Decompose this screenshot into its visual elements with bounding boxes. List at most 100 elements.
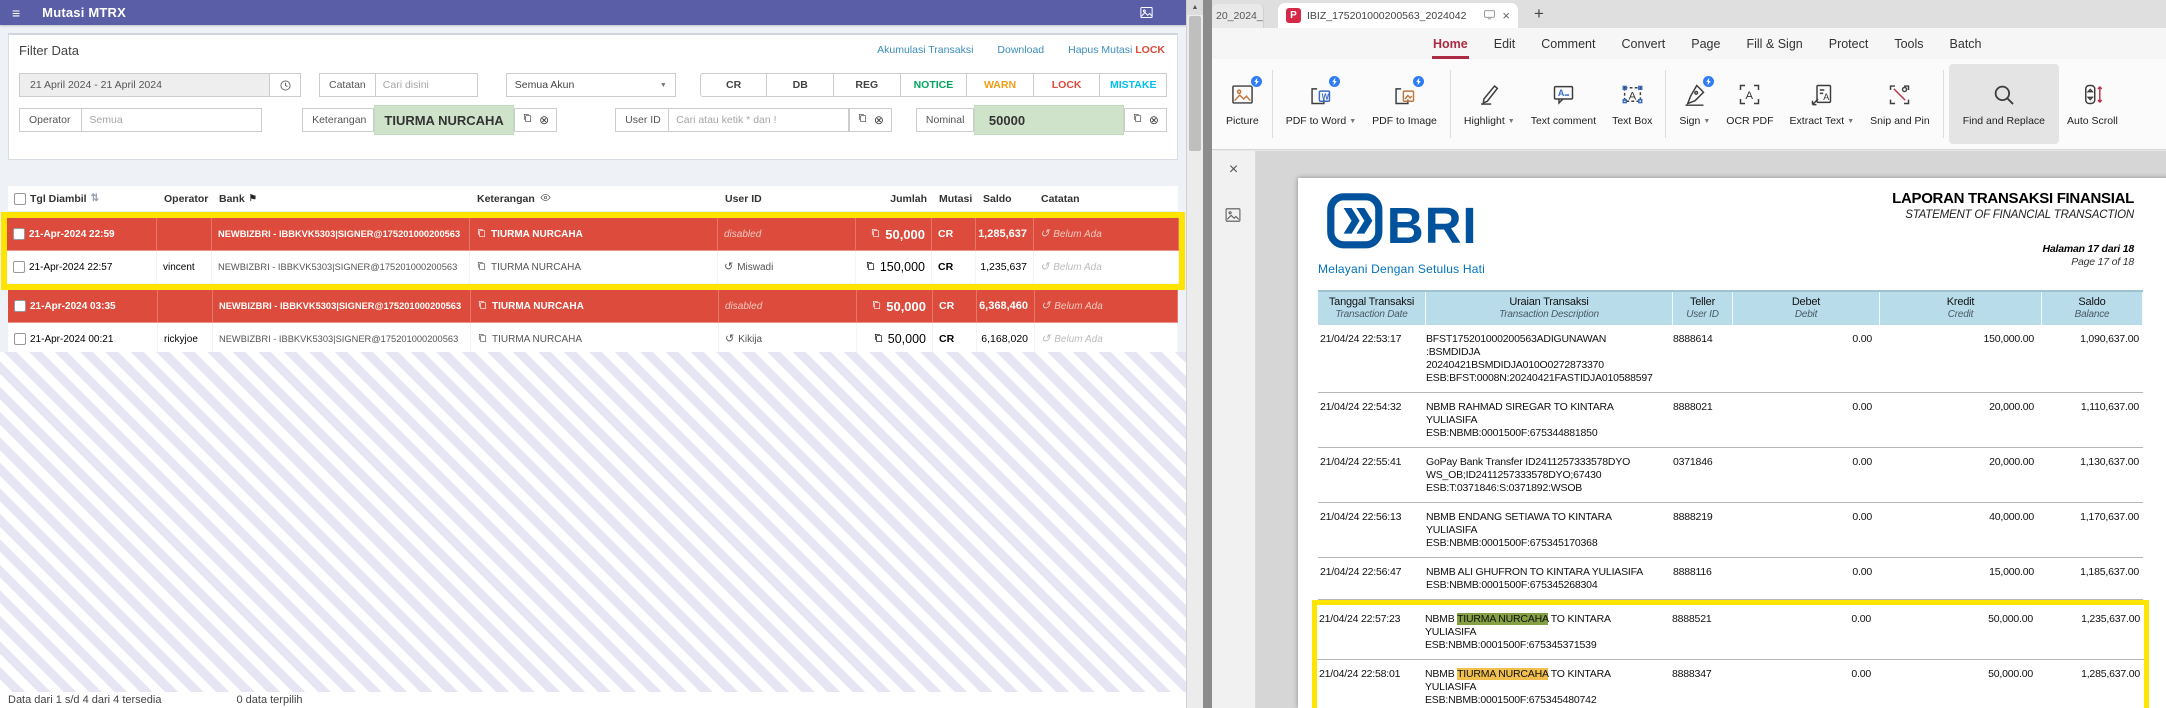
scrollbar-thumb[interactable] — [1189, 16, 1201, 151]
menu-tab[interactable]: Fill & Sign — [1746, 36, 1803, 51]
eye-icon[interactable] — [539, 192, 552, 206]
copy-icon[interactable] — [873, 332, 884, 347]
copy-icon[interactable] — [477, 332, 488, 347]
menu-tab[interactable]: Tools — [1894, 36, 1924, 51]
row-checkbox[interactable] — [13, 261, 25, 273]
pdf-col-header: Debet Debit — [1733, 292, 1880, 325]
clock-icon[interactable] — [269, 73, 301, 97]
menu-tab[interactable]: Home — [1420, 28, 1481, 59]
col-user-id[interactable]: User ID — [725, 192, 762, 205]
extract-text-button[interactable]: A Extract Text ▼ — [1782, 64, 1863, 144]
browser-scrollbar[interactable]: ▲ — [1186, 0, 1203, 708]
search-hit-highlight: TIURMA NURCAHA — [1457, 613, 1549, 625]
operator-input[interactable] — [82, 108, 263, 132]
pdf-to-image-button[interactable]: PDF to Image — [1364, 64, 1445, 144]
undo-icon[interactable]: ↺ — [1040, 260, 1050, 273]
row-checkbox[interactable] — [13, 228, 25, 240]
menu-tab[interactable]: Convert — [1621, 36, 1666, 51]
monitor-icon[interactable] — [1483, 7, 1496, 25]
col-keterangan[interactable]: Keterangan — [477, 192, 535, 205]
clear-icon[interactable]: ⊗ — [539, 113, 550, 127]
copy-icon[interactable] — [476, 227, 487, 242]
col-mutasi[interactable]: Mutasi — [939, 192, 973, 205]
copy-icon[interactable] — [871, 299, 882, 314]
find-and-replace-button[interactable]: Find and Replace — [1948, 64, 2060, 144]
table-row[interactable]: 21-Apr-2024 22:57 vincent NEWBIZBRI - IB… — [7, 251, 1179, 284]
row-checkbox[interactable] — [14, 300, 26, 312]
undo-icon[interactable]: ↺ — [724, 260, 734, 273]
col-jumlah[interactable]: Jumlah — [890, 192, 927, 205]
pdf-table-row: 21/04/24 22:55:41 GoPay Bank Transfer ID… — [1318, 448, 2143, 503]
table-row[interactable]: 21-Apr-2024 00:21 rickyjoe NEWBIZBRI - I… — [8, 323, 1178, 356]
type-filter-button[interactable]: MISTAKE — [1100, 73, 1168, 97]
menu-tab[interactable]: Batch — [1949, 36, 1982, 51]
toolbar-separator — [1665, 70, 1667, 138]
sort-icon[interactable]: ⇅ — [90, 193, 99, 204]
type-filter-button[interactable]: WARN — [967, 73, 1034, 97]
menu-tab[interactable]: Protect — [1828, 36, 1869, 51]
col-bank[interactable]: Bank — [219, 192, 245, 205]
text-comment-button[interactable]: A Text comment — [1523, 64, 1604, 144]
undo-icon[interactable]: ↺ — [1040, 227, 1050, 240]
menu-tab[interactable]: Comment — [1541, 36, 1596, 51]
undo-icon[interactable]: ↺ — [1041, 332, 1051, 345]
nominal-input[interactable] — [973, 105, 1124, 135]
type-filter-button[interactable]: NOTICE — [900, 73, 968, 97]
akumulasi-transaksi-link[interactable]: Akumulasi Transaksi — [877, 44, 974, 56]
catatan-input[interactable] — [375, 73, 478, 97]
highlight-button[interactable]: Highlight ▼ — [1456, 64, 1523, 144]
copy-icon[interactable] — [1132, 111, 1143, 129]
col-operator[interactable]: Operator — [164, 192, 209, 205]
col-saldo[interactable]: Saldo — [983, 192, 1012, 205]
ocr-pdf-button[interactable]: A OCR PDF — [1718, 64, 1781, 144]
snip-and-pin-button[interactable]: Snip and Pin — [1862, 64, 1938, 144]
filter-title: Filter Data — [19, 43, 79, 58]
type-filter-button[interactable]: REG — [834, 73, 901, 97]
menu-tab[interactable]: Page — [1691, 36, 1721, 51]
hamburger-menu-icon[interactable]: ≡ — [12, 4, 21, 21]
col-tgl-diambil[interactable]: Tgl Diambil — [30, 192, 87, 205]
pdf-page: BRI Melayani Dengan Setulus Hati LAPORAN… — [1298, 178, 2166, 708]
sign-button[interactable]: Sign ▼ — [1671, 64, 1718, 144]
download-link[interactable]: Download — [997, 44, 1045, 56]
undo-icon[interactable]: ↺ — [1041, 299, 1051, 312]
tab-bar: 20_2024_0 P IBIZ_175201000200563_2024042… — [1212, 0, 2166, 28]
table-row[interactable]: 21-Apr-2024 03:35 NEWBIZBRI - IBBKVK5303… — [8, 290, 1178, 323]
copy-icon[interactable] — [857, 111, 868, 129]
row-checkbox[interactable] — [14, 333, 26, 345]
background-tab[interactable]: 20_2024_0 — [1212, 4, 1264, 28]
copy-icon[interactable] — [476, 260, 487, 275]
table-row[interactable]: 21-Apr-2024 22:59 NEWBIZBRI - IBBKVK5303… — [7, 218, 1179, 251]
thumbnail-panel-icon[interactable] — [1224, 207, 1244, 228]
type-filter-button[interactable]: DB — [767, 73, 834, 97]
pdf-to-word-button[interactable]: W PDF to Word ▼ — [1278, 64, 1364, 144]
auto-scroll-button[interactable]: Auto Scroll — [2059, 64, 2126, 144]
copy-icon[interactable] — [865, 260, 876, 275]
type-filter-button[interactable]: CR — [699, 73, 768, 97]
pdf-table-row: 21/04/24 22:53:17 BFST175201000200563ADI… — [1318, 325, 2143, 393]
picture-button[interactable]: Picture — [1218, 64, 1267, 144]
clear-icon[interactable]: ⊗ — [1148, 113, 1159, 127]
clear-icon[interactable]: ⊗ — [873, 113, 884, 127]
col-catatan[interactable]: Catatan — [1041, 192, 1080, 205]
date-range-input[interactable]: 21 April 2024 - 21 April 2024 — [19, 73, 269, 97]
keterangan-input[interactable] — [374, 105, 515, 135]
user-id-input[interactable] — [669, 108, 849, 132]
menu-tab[interactable]: Edit — [1493, 36, 1516, 51]
new-tab-button[interactable]: + — [1534, 4, 1544, 23]
hapus-mutasi-lock-link[interactable]: Hapus Mutasi LOCK — [1068, 44, 1165, 56]
close-panel-icon[interactable]: × — [1228, 161, 1239, 178]
filter-links: Akumulasi Transaksi Download Hapus Mutas… — [877, 44, 1165, 56]
copy-icon[interactable] — [870, 227, 881, 242]
type-filter-button[interactable]: LOCK — [1033, 73, 1101, 97]
active-document-tab[interactable]: P IBIZ_175201000200563_2024042 × — [1278, 3, 1518, 28]
account-select[interactable]: Semua Akun ▼ — [505, 73, 676, 97]
copy-icon[interactable] — [522, 111, 533, 129]
text-box-button[interactable]: A Text Box — [1604, 64, 1660, 144]
image-icon[interactable] — [1139, 5, 1154, 25]
copy-icon[interactable] — [477, 299, 488, 314]
undo-icon[interactable]: ↺ — [725, 332, 735, 345]
select-all-checkbox[interactable] — [14, 192, 26, 205]
scroll-up-arrow[interactable]: ▲ — [1187, 0, 1203, 15]
close-tab-icon[interactable]: × — [1502, 8, 1510, 23]
